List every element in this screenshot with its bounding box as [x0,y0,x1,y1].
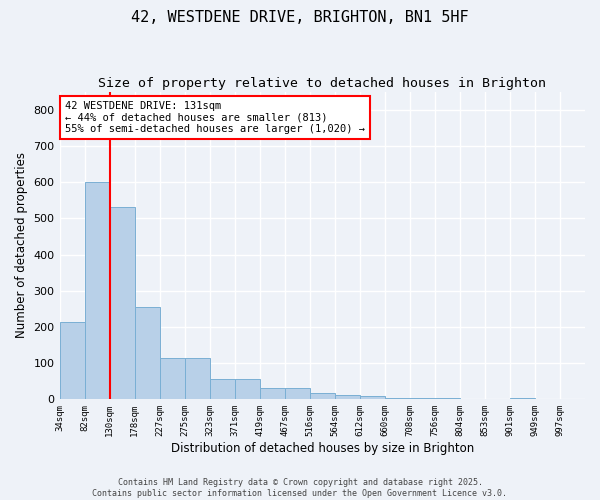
Bar [110,208,134,400]
Bar [209,380,235,400]
Bar [260,388,285,400]
Bar [385,398,410,400]
Bar [335,395,360,400]
Y-axis label: Number of detached properties: Number of detached properties [15,152,28,338]
Bar [285,388,310,400]
Bar [134,307,160,400]
Bar [185,358,209,400]
Title: Size of property relative to detached houses in Brighton: Size of property relative to detached ho… [98,78,546,90]
Text: 42 WESTDENE DRIVE: 131sqm
← 44% of detached houses are smaller (813)
55% of semi: 42 WESTDENE DRIVE: 131sqm ← 44% of detac… [65,101,365,134]
Bar [435,398,460,400]
Bar [160,358,185,400]
X-axis label: Distribution of detached houses by size in Brighton: Distribution of detached houses by size … [170,442,474,455]
Bar [310,393,335,400]
Bar [59,322,85,400]
Bar [410,398,435,400]
Bar [510,398,535,400]
Text: Contains HM Land Registry data © Crown copyright and database right 2025.
Contai: Contains HM Land Registry data © Crown c… [92,478,508,498]
Text: 42, WESTDENE DRIVE, BRIGHTON, BN1 5HF: 42, WESTDENE DRIVE, BRIGHTON, BN1 5HF [131,10,469,25]
Bar [85,182,110,400]
Bar [235,380,260,400]
Bar [360,396,385,400]
